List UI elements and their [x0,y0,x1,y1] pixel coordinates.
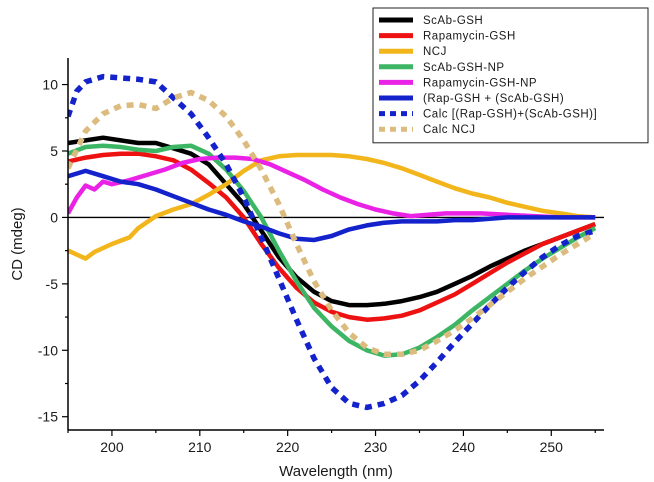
legend-label: Rapamycin-GSH-NP [423,77,537,89]
series-line-4 [68,143,597,358]
legend-label: ScAb-GSH-NP [423,62,505,74]
y-tick-label: 5 [50,143,58,159]
x-tick-label: 230 [364,439,388,455]
series-line-7 [68,73,596,411]
x-tick-label: 200 [100,439,124,455]
legend-label: Calc [(Rap-GSH)+(ScAb-GSH)] [423,109,597,121]
series-group [68,73,597,411]
y-tick-label: 0 [50,209,58,225]
series-line-2 [68,151,596,322]
y-tick-label: -5 [46,276,59,292]
legend-label: Calc NCJ [423,124,476,136]
legend-label: NCJ [423,46,447,58]
y-axis-label: CD (mdeg) [9,207,26,280]
legend: ScAb-GSH Rapamycin-GSH NCJ ScAb-GSH-NP Rapam… [372,7,649,144]
series-line-5 [68,155,596,220]
legend-label: ScAb-GSH [423,15,483,27]
series-line-8 [68,89,597,358]
y-tick-label: 10 [42,77,58,93]
x-tick-label: 240 [452,439,476,455]
x-tick-label: 250 [540,439,564,455]
plot-area [68,73,604,411]
series-line-6 [68,168,596,243]
axes: 10 5 0 -5 -10 -15 200 210 220 230 240 250 [38,58,604,455]
legend-box [372,7,649,144]
x-tick-label: 210 [188,439,212,455]
legend-label: (Rap-GSH + (ScAb-GSH) [423,93,564,105]
x-tick-label: 220 [276,439,300,455]
y-tick-label: -10 [38,342,58,358]
series-line-1 [68,135,596,308]
legend-label: Rapamycin-GSH [423,31,516,43]
y-tick-label: -15 [38,409,58,425]
x-axis-label: Wavelength (nm) [279,463,393,480]
series-line-3 [68,152,596,261]
